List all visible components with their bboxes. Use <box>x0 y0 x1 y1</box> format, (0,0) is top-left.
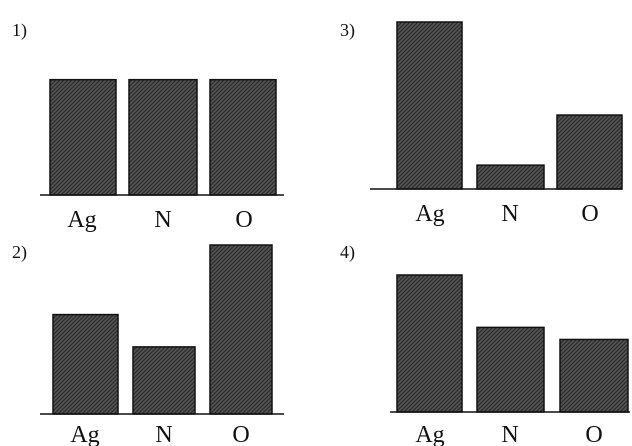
tick-label-n: N <box>501 422 518 446</box>
bar-ag <box>49 78 117 196</box>
bar-o <box>556 114 623 190</box>
bar-ag <box>52 313 119 415</box>
tick-label-o: O <box>585 422 602 446</box>
bar-o <box>559 338 629 413</box>
bar-o <box>209 244 273 415</box>
bar-n <box>128 78 198 196</box>
tick-label-o: O <box>235 207 252 233</box>
tick-label-n: N <box>501 201 518 227</box>
bar-n <box>476 326 545 413</box>
tick-label-ag: Ag <box>67 207 96 233</box>
tick-label-ag: Ag <box>415 422 444 446</box>
tick-label-n: N <box>155 422 172 446</box>
bar-n <box>132 346 196 415</box>
panel-label: 3) <box>340 20 355 41</box>
tick-label-o: O <box>581 201 598 227</box>
tick-label-n: N <box>154 207 171 233</box>
panel-label: 2) <box>12 242 27 263</box>
panel-label: 4) <box>340 242 355 263</box>
tick-label-ag: Ag <box>415 201 444 227</box>
chart-panel: 4) Ag N O <box>340 242 630 446</box>
tick-label-o: O <box>232 422 249 446</box>
bar-ag <box>396 21 463 190</box>
bar-n <box>476 164 545 190</box>
bar-o <box>209 78 277 196</box>
panel-label: 1) <box>12 20 27 41</box>
bar-ag <box>396 274 463 413</box>
chart-panel: 2) Ag N O <box>12 242 284 446</box>
tick-label-ag: Ag <box>70 422 99 446</box>
chart-panel: 1) Ag N O <box>12 20 284 233</box>
chart-panel: 3) Ag N O <box>340 20 623 227</box>
